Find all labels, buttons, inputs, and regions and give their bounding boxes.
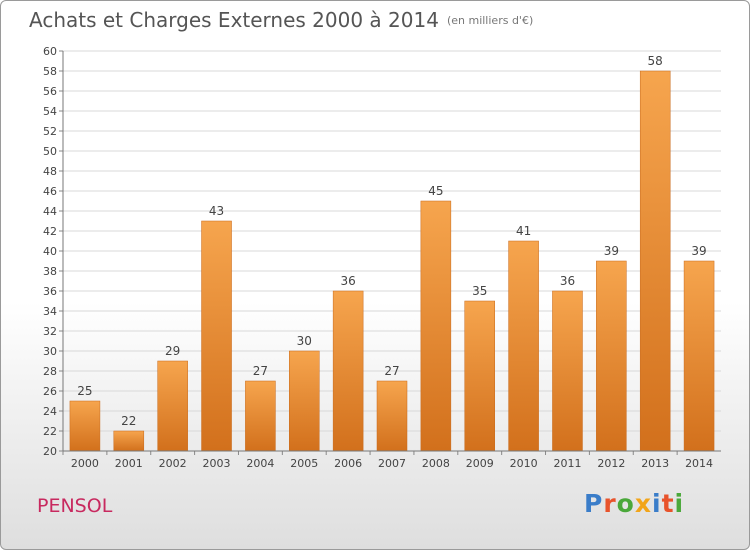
bar	[683, 260, 715, 452]
logo-letter: i	[674, 489, 685, 518]
y-tick-label: 24	[43, 405, 57, 418]
y-tick-label: 52	[43, 125, 57, 138]
x-tick-label: 2004	[246, 457, 274, 470]
proxiti-logo: Proxiti	[584, 489, 684, 518]
bar	[552, 290, 583, 452]
y-tick-label: 50	[43, 145, 57, 158]
y-tick-label: 26	[43, 385, 57, 398]
logo-letter: P	[584, 489, 604, 518]
x-tick-label: 2014	[685, 457, 713, 470]
bar	[376, 380, 408, 452]
data-label: 35	[472, 284, 487, 298]
data-label: 39	[604, 244, 619, 258]
y-tick-label: 22	[43, 425, 57, 438]
bar	[420, 200, 452, 452]
data-label: 45	[428, 184, 443, 198]
y-tick-label: 46	[43, 185, 57, 198]
y-tick-label: 48	[43, 165, 57, 178]
y-tick-label: 32	[43, 325, 57, 338]
y-axis-ticks: 20 22 24 26 28 30 32 34 36 38 40 42 44 46 48 50 52 54 56 58…	[43, 45, 63, 458]
y-tick-label: 28	[43, 365, 57, 378]
data-label: 39	[691, 244, 706, 258]
data-label: 27	[384, 364, 399, 378]
bar	[596, 260, 627, 452]
y-tick-label: 56	[43, 85, 57, 98]
logo-letter: i	[652, 489, 662, 518]
y-tick-label: 60	[43, 45, 57, 58]
logo-letter: x	[634, 489, 652, 518]
chart-title: Achats et Charges Externes 2000 à 2014 (e…	[29, 8, 533, 32]
y-tick-label: 38	[43, 265, 57, 278]
x-tick-label: 2003	[203, 457, 231, 470]
y-tick-label: 40	[43, 245, 57, 258]
data-label: 36	[340, 274, 355, 288]
x-tick-label: 2002	[159, 457, 187, 470]
y-tick-label: 42	[43, 225, 57, 238]
x-tick-label: 2013	[641, 457, 669, 470]
data-label: 29	[165, 344, 180, 358]
bar	[245, 380, 276, 452]
y-tick-label: 30	[43, 345, 57, 358]
x-tick-label: 2008	[422, 457, 450, 470]
x-tick-label: 2011	[553, 457, 581, 470]
x-tick-label: 2000	[71, 457, 99, 470]
data-label: 43	[209, 204, 224, 218]
bar	[69, 400, 101, 452]
logo-letter: o	[616, 489, 635, 518]
logo-letter: t	[661, 489, 675, 518]
y-tick-label: 20	[43, 445, 57, 458]
x-tick-label: 2007	[378, 457, 406, 470]
y-tick-label: 36	[43, 285, 57, 298]
bar	[508, 240, 539, 452]
y-tick-label: 54	[43, 105, 57, 118]
data-label: 30	[297, 334, 312, 348]
bar	[157, 360, 188, 452]
axes	[62, 51, 721, 452]
data-label: 22	[121, 414, 136, 428]
bar	[332, 290, 364, 452]
x-tick-label: 2010	[510, 457, 538, 470]
data-label: 25	[77, 384, 92, 398]
y-tick-label: 44	[43, 205, 57, 218]
y-tick-label: 34	[43, 305, 57, 318]
data-label: 36	[560, 274, 575, 288]
chart-title-text: Achats et Charges Externes 2000 à 2014	[29, 8, 439, 32]
chart-unit: (en milliers d'€)	[446, 14, 534, 27]
x-tick-label: 2009	[466, 457, 494, 470]
logo-letter: r	[603, 489, 617, 518]
data-label: 27	[253, 364, 268, 378]
bars: 25 22 29 43 27 30 36 27 45 35 41 36 39 58 39	[69, 54, 715, 452]
x-tick-label: 2001	[115, 457, 143, 470]
bar	[113, 430, 145, 452]
bar	[289, 350, 320, 452]
commune-name: PENSOL	[37, 495, 113, 517]
bar	[464, 300, 495, 452]
data-label: 58	[648, 54, 663, 68]
x-tick-label: 2012	[597, 457, 625, 470]
bar	[201, 220, 232, 452]
bar	[639, 70, 671, 452]
x-tick-label: 2005	[290, 457, 318, 470]
x-axis-ticks: 2000 2001 2002 2003 2004 2005 2006 2007 2008 2009…	[62, 451, 713, 470]
x-tick-label: 2006	[334, 457, 362, 470]
y-tick-label: 58	[43, 65, 57, 78]
data-label: 41	[516, 224, 531, 238]
